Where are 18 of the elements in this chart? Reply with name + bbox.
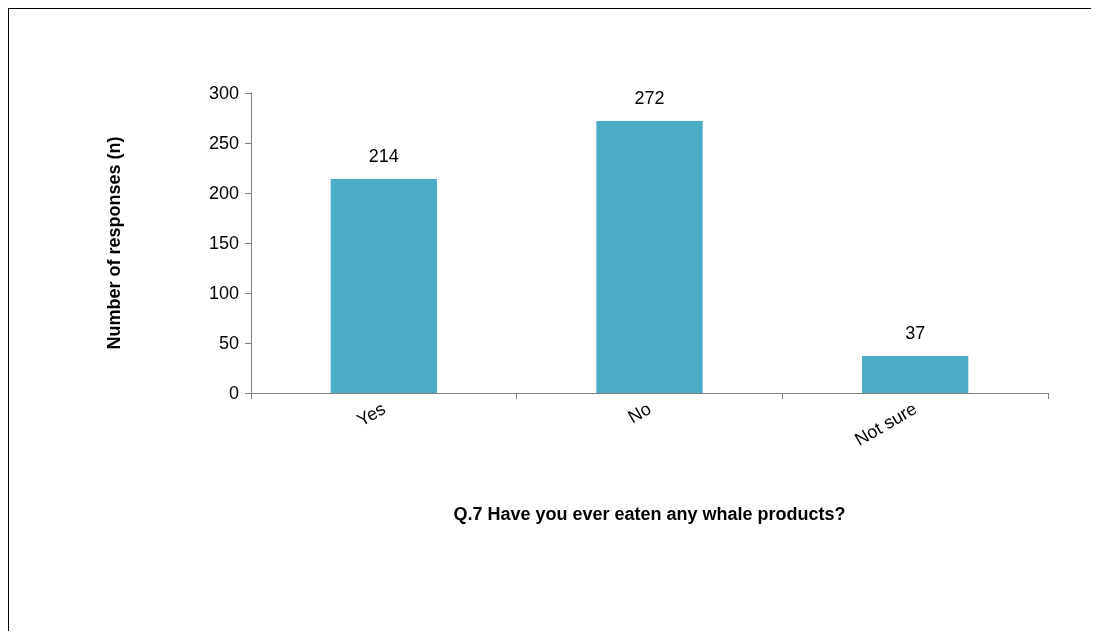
y-tick-label: 300 <box>208 83 239 103</box>
data-label: 37 <box>905 323 926 343</box>
y-tick-label: 200 <box>208 183 239 203</box>
y-tick-label: 150 <box>208 233 239 253</box>
y-tick-label: 0 <box>228 383 239 403</box>
x-tick-label: Yes <box>353 398 389 431</box>
data-label: 214 <box>368 146 399 166</box>
x-axis-title: Q.7 Have you ever eaten any whale products? <box>453 504 846 524</box>
bar <box>862 356 969 393</box>
x-tick-label: Not sure <box>851 398 921 450</box>
y-tick-label: 50 <box>218 333 239 353</box>
x-tick-label: No <box>624 398 655 428</box>
data-label: 272 <box>634 88 665 108</box>
y-tick-label: 250 <box>208 133 239 153</box>
bar <box>596 121 703 393</box>
y-axis-title: Number of responses (n) <box>104 136 124 350</box>
bar <box>330 179 437 393</box>
y-tick-label: 100 <box>208 283 239 303</box>
